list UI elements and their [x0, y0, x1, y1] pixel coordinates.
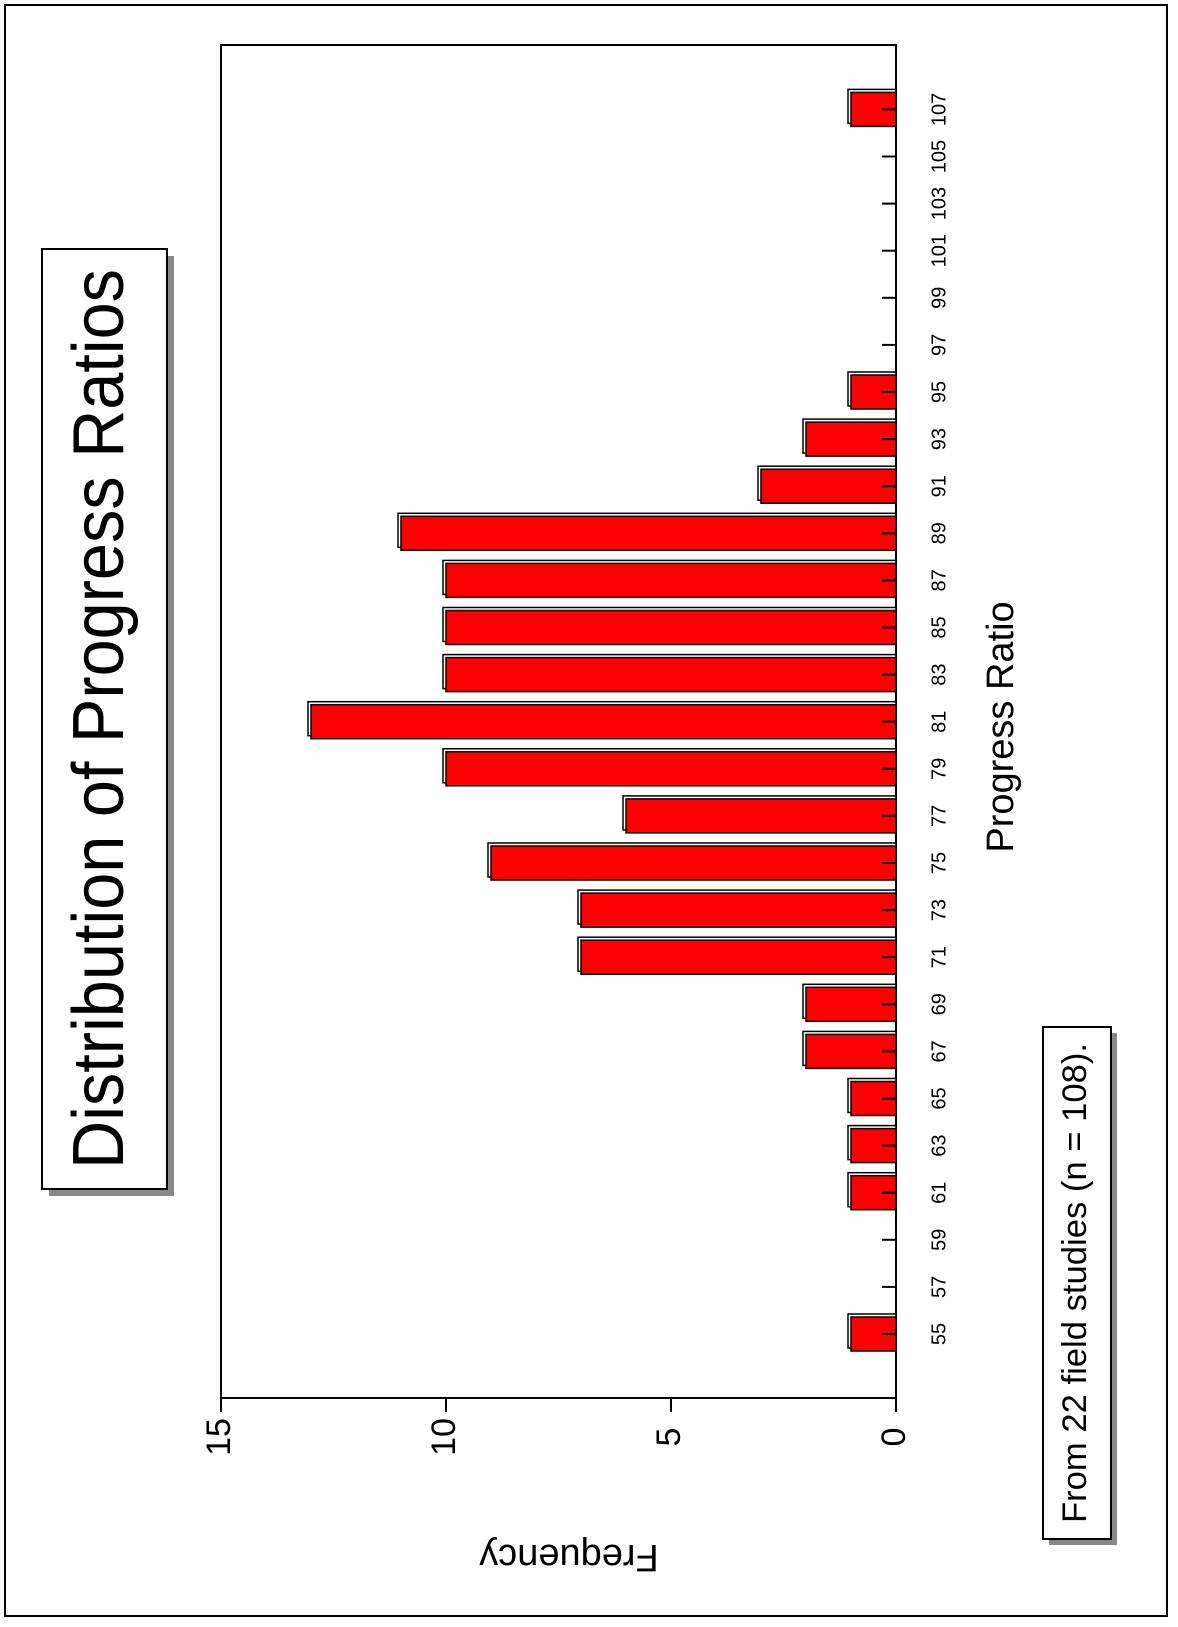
- x-tick-label-73: 73: [928, 899, 950, 921]
- x-tick-label-67: 67: [928, 1040, 950, 1062]
- x-tick-label-103: 103: [928, 187, 950, 220]
- title-box: [41, 248, 168, 1190]
- x-tick-label-77: 77: [928, 805, 950, 827]
- bar-69: [805, 986, 897, 1023]
- bar-75: [490, 845, 897, 881]
- x-tick-label-85: 85: [928, 616, 950, 638]
- x-tick-label-65: 65: [928, 1087, 950, 1109]
- x-tick-label-59: 59: [928, 1229, 950, 1251]
- bar-67: [805, 1033, 897, 1070]
- bar-93: [805, 421, 897, 457]
- bar-91: [760, 468, 897, 504]
- bar-79: [445, 751, 897, 787]
- bar-85: [445, 609, 897, 646]
- bar-81: [310, 703, 897, 740]
- x-tick-label-91: 91: [928, 475, 950, 497]
- bar-73: [580, 892, 897, 928]
- x-tick-label-83: 83: [928, 663, 950, 685]
- x-tick-label-101: 101: [928, 234, 950, 267]
- x-tick-label-61: 61: [928, 1182, 950, 1204]
- ticks: [220, 108, 897, 1412]
- x-tick-label-57: 57: [928, 1276, 950, 1298]
- bars: [307, 88, 897, 1352]
- x-tick-label-87: 87: [928, 569, 950, 591]
- x-axis-label: Progress Ratio: [980, 601, 1022, 852]
- x-tick-label-63: 63: [928, 1134, 950, 1156]
- y-tick-label-15: 15: [200, 1418, 238, 1456]
- x-tick-label-79: 79: [928, 758, 950, 780]
- x-tick-label-105: 105: [928, 140, 950, 173]
- y-tick-label-0: 0: [875, 1428, 913, 1447]
- x-tick-label-81: 81: [928, 711, 950, 733]
- note-box: [1042, 1026, 1112, 1540]
- bar-89: [400, 515, 897, 552]
- bar-87: [445, 562, 897, 599]
- x-tick-label-93: 93: [928, 428, 950, 450]
- bar-95: [850, 374, 897, 410]
- x-tick-label-71: 71: [928, 946, 950, 968]
- bar-71: [580, 939, 897, 975]
- bar-77: [625, 798, 897, 834]
- chart-note: From 22 field studies (n = 108).: [1056, 1043, 1094, 1523]
- x-tick-label-107: 107: [928, 93, 950, 126]
- bar-83: [445, 656, 897, 693]
- x-tick-label-99: 99: [928, 287, 950, 309]
- x-tick-label-55: 55: [928, 1323, 950, 1345]
- y-tick-label-10: 10: [425, 1418, 463, 1456]
- page-border: [4, 4, 1168, 1617]
- x-tick-label-89: 89: [928, 522, 950, 544]
- x-tick-label-95: 95: [928, 381, 950, 403]
- x-tick-label-97: 97: [928, 334, 950, 356]
- chart-title: Distribution of Progress Ratios: [59, 269, 139, 1169]
- tick-labels: 55 57 59 61 63 65 67 69 71 73 75 77 79 81 83 85 87 89 91 93…: [200, 93, 950, 1456]
- y-tick-label-5: 5: [650, 1428, 688, 1447]
- x-tick-label-69: 69: [928, 993, 950, 1015]
- x-tick-label-75: 75: [928, 852, 950, 874]
- y-axis-label: Frequency: [479, 1536, 659, 1578]
